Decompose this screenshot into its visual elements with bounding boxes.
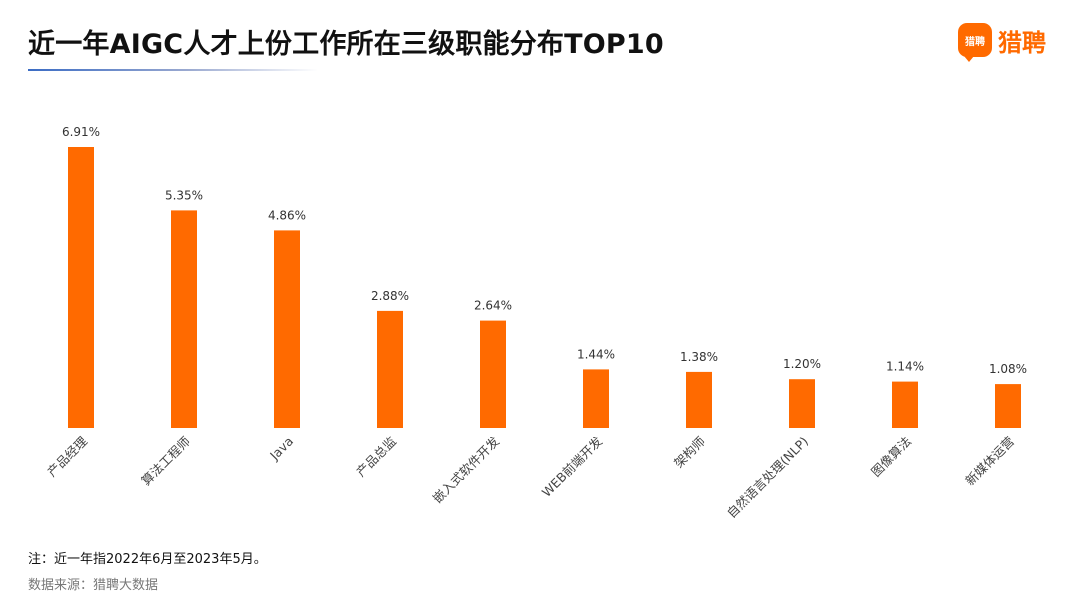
- bar-3: [274, 230, 300, 428]
- category-label: 算法工程师: [138, 434, 193, 489]
- category-label: 图像算法: [868, 434, 914, 480]
- data-label: 1.38%: [680, 350, 718, 364]
- bar-4: [377, 310, 403, 428]
- category-label: 产品总监: [353, 434, 399, 480]
- footnote: 注：近一年指2022年6月至2023年5月。: [28, 552, 267, 567]
- bar-2: [171, 210, 197, 428]
- data-label: 5.35%: [165, 188, 203, 202]
- data-label: 1.20%: [783, 357, 821, 371]
- category-label: 架构师: [671, 434, 708, 471]
- data-source: 数据来源：猎聘大数据: [28, 578, 159, 593]
- page-title: 近一年AIGC人才上份工作所在三级职能分布TOP10: [28, 29, 664, 60]
- speech-bubble-icon: 猎聘: [958, 23, 992, 62]
- bar-chart: 6.91% 产品经理 5.35% 算法工程师 4.86% Java 2.88% 产品总监 2.6…: [44, 125, 1027, 521]
- category-label: 新媒体运营: [962, 434, 1017, 489]
- brand-name: 猎聘: [998, 28, 1046, 57]
- bar-7: [686, 371, 712, 428]
- bar-1: [68, 147, 94, 428]
- data-label: 2.64%: [474, 299, 512, 313]
- bar-9: [892, 381, 918, 428]
- title-underline: [28, 69, 318, 71]
- data-label: 1.14%: [886, 360, 924, 374]
- category-label: 嵌入式软件开发: [430, 433, 503, 506]
- brand-icon-text: 猎聘: [965, 36, 985, 48]
- data-label: 4.86%: [268, 208, 306, 222]
- bar-5: [480, 320, 506, 428]
- category-label: 自然语言处理(NLP): [724, 434, 811, 521]
- data-label: 2.88%: [371, 289, 409, 303]
- brand-logo: 猎聘 猎聘: [958, 21, 1046, 62]
- category-label: Java: [266, 434, 296, 464]
- data-label: 1.08%: [989, 362, 1027, 376]
- category-label: 产品经理: [44, 433, 90, 479]
- bar-8: [789, 379, 815, 428]
- category-label: WEB前端开发: [539, 433, 606, 500]
- bar-6: [583, 369, 609, 428]
- data-label: 1.44%: [577, 347, 615, 361]
- data-label: 6.91%: [62, 125, 100, 139]
- bar-10: [995, 384, 1021, 428]
